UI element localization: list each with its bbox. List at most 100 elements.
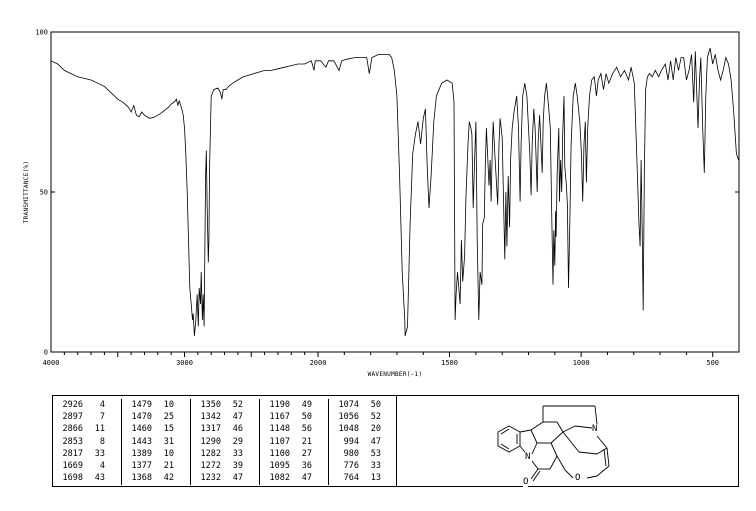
peak-wavenumber: 1232 bbox=[200, 473, 221, 484]
peak-transmittance: 10 bbox=[163, 400, 174, 410]
peak-row: 980 53 bbox=[329, 448, 398, 460]
ir-spectrum-chart: 0 50 100 4000 3000 2000 1500 1000 500 TRANSMITT… bbox=[23, 29, 740, 378]
peak-wavenumber: 1100 bbox=[269, 448, 290, 459]
peak-row: 764 13 bbox=[329, 472, 398, 484]
peak-row: 1290 29 bbox=[191, 436, 259, 448]
peak-wavenumber: 2926 bbox=[62, 400, 83, 410]
x-tick-label: 1000 bbox=[573, 359, 590, 367]
peak-row: 2897 7 bbox=[53, 411, 121, 423]
peak-table: 2926 4 2897 7 2866 11 2853 8 2817 33 1669 4 1698 43 14… bbox=[52, 395, 397, 487]
peak-wavenumber: 2817 bbox=[62, 448, 83, 459]
peak-wavenumber: 2866 bbox=[62, 424, 83, 435]
peak-transmittance: 7 bbox=[99, 412, 105, 423]
peak-wavenumber: 1669 bbox=[62, 460, 83, 471]
peak-wavenumber: 1342 bbox=[200, 412, 221, 423]
x-tick-label: 1500 bbox=[441, 359, 458, 367]
peak-transmittance: 21 bbox=[301, 436, 312, 447]
peak-transmittance: 20 bbox=[370, 424, 381, 435]
molecular-structure bbox=[497, 405, 610, 482]
peak-row: 1389 10 bbox=[122, 448, 190, 460]
peak-transmittance: 53 bbox=[370, 448, 381, 459]
peak-transmittance: 10 bbox=[163, 448, 174, 459]
peak-wavenumber: 1443 bbox=[131, 436, 152, 447]
peak-row: 994 47 bbox=[329, 436, 398, 448]
peak-row: 1470 25 bbox=[122, 411, 190, 423]
peak-transmittance: 46 bbox=[232, 424, 243, 435]
peak-row: 1232 47 bbox=[191, 472, 259, 484]
peak-wavenumber: 1460 bbox=[131, 424, 152, 435]
peak-transmittance: 4 bbox=[99, 460, 105, 471]
peak-wavenumber: 1074 bbox=[338, 400, 359, 410]
peak-transmittance: 47 bbox=[232, 473, 243, 484]
peak-wavenumber: 1082 bbox=[269, 473, 290, 484]
peak-row: 1377 21 bbox=[122, 460, 190, 472]
peak-wavenumber: 980 bbox=[343, 448, 359, 459]
peak-transmittance: 13 bbox=[370, 473, 381, 484]
peak-wavenumber: 1377 bbox=[131, 460, 152, 471]
peak-transmittance: 50 bbox=[301, 412, 312, 423]
x-tick-label: 2000 bbox=[310, 359, 327, 367]
peak-wavenumber: 2853 bbox=[62, 436, 83, 447]
peak-wavenumber: 1698 bbox=[62, 473, 83, 484]
peak-transmittance: 31 bbox=[163, 436, 174, 447]
peak-transmittance: 43 bbox=[94, 473, 105, 484]
peak-transmittance: 21 bbox=[163, 460, 174, 471]
x-tick-label: 500 bbox=[706, 359, 719, 367]
peak-wavenumber: 1048 bbox=[338, 424, 359, 435]
structure-panel: N N O O bbox=[397, 395, 739, 487]
peak-row: 1342 47 bbox=[191, 411, 259, 423]
peak-transmittance: 49 bbox=[301, 400, 312, 410]
peak-wavenumber: 1368 bbox=[131, 473, 152, 484]
peak-row: 1048 20 bbox=[329, 423, 398, 435]
peak-transmittance: 27 bbox=[301, 448, 312, 459]
peak-transmittance: 52 bbox=[232, 400, 243, 410]
peak-table-column: 1350 52 1342 47 1317 46 1290 29 1282 33 1272 39 1232… bbox=[191, 399, 260, 485]
peak-row: 1056 52 bbox=[329, 411, 398, 423]
peak-wavenumber: 1056 bbox=[338, 412, 359, 423]
atom-label-o-ether: O bbox=[575, 473, 581, 483]
peak-row: 1167 50 bbox=[260, 411, 328, 423]
peak-row: 1350 52 bbox=[191, 399, 259, 411]
y-tick-label: 0 bbox=[44, 349, 48, 357]
peak-transmittance: 56 bbox=[301, 424, 312, 435]
peak-transmittance: 47 bbox=[370, 436, 381, 447]
peak-wavenumber: 1107 bbox=[269, 436, 290, 447]
peak-wavenumber: 776 bbox=[343, 460, 359, 471]
peak-wavenumber: 1317 bbox=[200, 424, 221, 435]
peak-row: 1479 10 bbox=[122, 399, 190, 411]
peak-row: 1190 49 bbox=[260, 399, 328, 411]
peak-row: 1272 39 bbox=[191, 460, 259, 472]
peak-row: 1669 4 bbox=[53, 460, 121, 472]
peak-wavenumber: 1389 bbox=[131, 448, 152, 459]
peak-transmittance: 36 bbox=[301, 460, 312, 471]
peak-row: 1148 56 bbox=[260, 423, 328, 435]
peak-wavenumber: 2897 bbox=[62, 412, 83, 423]
peak-transmittance: 33 bbox=[232, 448, 243, 459]
atom-label-o-carbonyl: O bbox=[523, 477, 529, 487]
peak-row: 1698 43 bbox=[53, 472, 121, 484]
peak-transmittance: 52 bbox=[370, 412, 381, 423]
peak-row: 1100 27 bbox=[260, 448, 328, 460]
peak-wavenumber: 1282 bbox=[200, 448, 221, 459]
peak-transmittance: 4 bbox=[99, 400, 105, 410]
y-tick-label: 50 bbox=[40, 189, 48, 197]
peak-row: 1443 31 bbox=[122, 436, 190, 448]
peak-wavenumber: 764 bbox=[343, 473, 359, 484]
peak-wavenumber: 1350 bbox=[200, 400, 221, 410]
peak-table-column: 1074 50 1056 52 1048 20 994 47 980 53 776 33 764 13 bbox=[329, 399, 398, 485]
peak-row: 1107 21 bbox=[260, 436, 328, 448]
peak-wavenumber: 994 bbox=[343, 436, 359, 447]
x-axis-title: WAVENUMBER(-1) bbox=[368, 371, 423, 378]
peak-wavenumber: 1470 bbox=[131, 412, 152, 423]
peak-transmittance: 50 bbox=[370, 400, 381, 410]
peak-table-column: 1190 49 1167 50 1148 56 1107 21 1100 27 1095 36 1082… bbox=[260, 399, 329, 485]
peak-wavenumber: 1479 bbox=[131, 400, 152, 410]
peak-transmittance: 8 bbox=[99, 436, 105, 447]
peak-row: 1317 46 bbox=[191, 423, 259, 435]
atom-label-n-upper: N bbox=[592, 424, 598, 434]
peak-row: 1082 47 bbox=[260, 472, 328, 484]
x-tick-label: 3000 bbox=[176, 359, 193, 367]
peak-wavenumber: 1190 bbox=[269, 400, 290, 410]
peak-transmittance: 29 bbox=[232, 436, 243, 447]
peak-wavenumber: 1290 bbox=[200, 436, 221, 447]
